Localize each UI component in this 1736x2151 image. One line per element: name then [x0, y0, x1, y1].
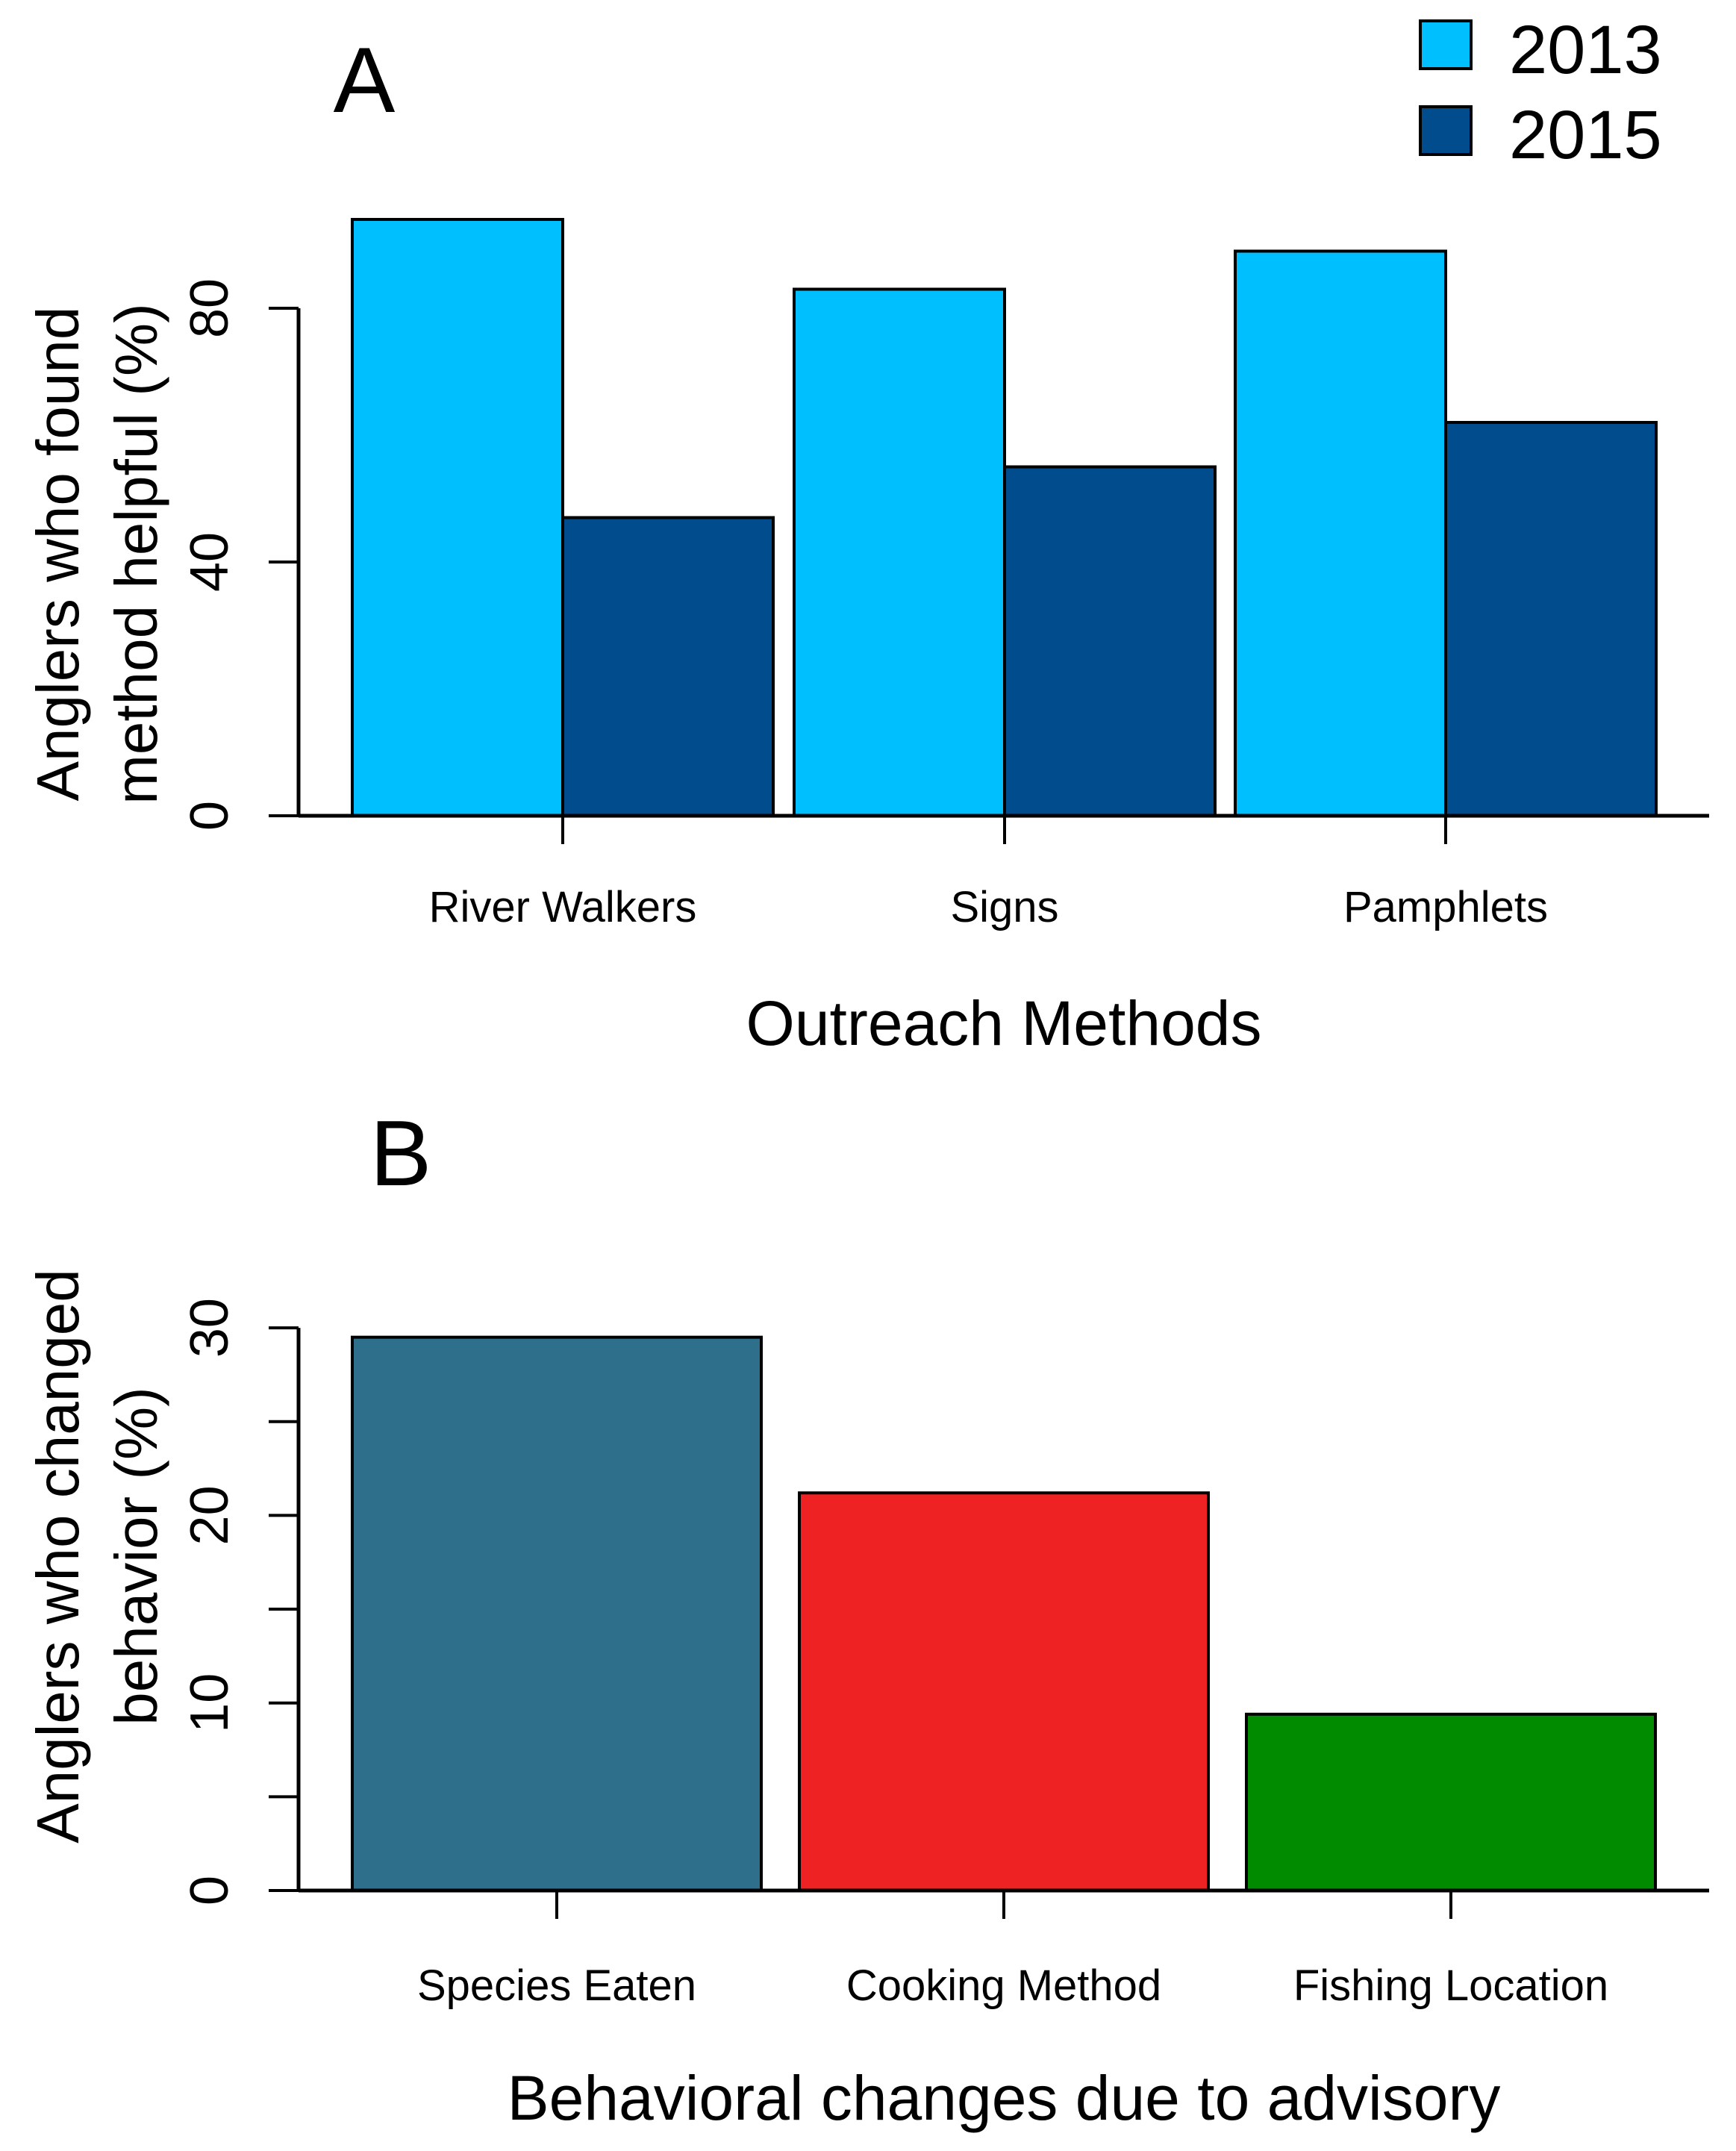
y-axis-label-a-line1: Anglers who found: [25, 307, 91, 802]
y-axis-label-b-line1: Anglers who changed: [25, 1269, 91, 1843]
bar-cooking-method: [798, 1491, 1210, 1892]
x-tick-label-pamphlets: Pamphlets: [1343, 883, 1548, 931]
y-axis-label-a: Anglers who found method helpful (%): [25, 303, 169, 804]
x-tick-label-species-eaten: Species Eaten: [417, 1961, 696, 2010]
y-tick-label-80: 80: [180, 278, 240, 338]
y-tick-label-20: 20: [180, 1485, 240, 1545]
bar-river-walkers-2015: [561, 516, 775, 817]
x-tick-label-river-walkers: River Walkers: [429, 883, 697, 931]
panel-b: B Species Eaten Cooking Method Fishing Loc…: [25, 1102, 1709, 2133]
bar-species-eaten: [351, 1335, 763, 1893]
legend-label-2013: 2013: [1509, 12, 1662, 88]
x-tick-label-fishing-location: Fishing Location: [1293, 1961, 1608, 2010]
panel-b-letter: B: [370, 1102, 432, 1205]
bar-pamphlets-2013: [1234, 249, 1447, 817]
y-ticks-b: 0 10 20 30: [180, 1298, 301, 1905]
y-axis-label-a-line2: method helpful (%): [103, 303, 169, 804]
y-tick-label-30: 30: [180, 1298, 240, 1358]
panel-a: A 2013 2015 River Walkers Signs Pamphlets …: [25, 12, 1709, 1058]
x-axis-label-a: Outreach Methods: [746, 988, 1261, 1058]
panel-a-letter: A: [334, 29, 396, 132]
bar-pamphlets-2015: [1444, 421, 1658, 817]
legend-swatch-2013: [1419, 19, 1473, 70]
y-tick-label-10: 10: [180, 1673, 240, 1733]
y-axis-label-b: Anglers who changed behavior (%): [25, 1269, 169, 1843]
x-tick-label-signs: Signs: [950, 883, 1058, 931]
x-ticks-b: Species Eaten Cooking Method Fishing Locat…: [417, 1891, 1608, 2010]
y-tick-label-0: 0: [180, 1876, 240, 1905]
x-ticks-a: River Walkers Signs Pamphlets: [429, 816, 1548, 931]
legend-label-2015: 2015: [1509, 97, 1662, 173]
bar-fishing-location: [1245, 1712, 1657, 1893]
legend: 2013 2015: [1419, 12, 1662, 173]
bar-signs-2013: [793, 287, 1006, 817]
y-ticks-a: 0 40 80: [180, 278, 301, 831]
y-axis-label-b-line2: behavior (%): [103, 1387, 169, 1726]
y-tick-label-40: 40: [180, 532, 240, 592]
x-axis-label-b: Behavioral changes due to advisory: [508, 2063, 1501, 2133]
legend-swatch-2015: [1419, 105, 1473, 156]
bar-river-walkers-2013: [351, 218, 564, 817]
bar-signs-2015: [1003, 465, 1217, 817]
bars-a: [351, 218, 1658, 817]
y-tick-label-0: 0: [180, 801, 240, 831]
x-tick-label-cooking-method: Cooking Method: [846, 1961, 1161, 2010]
bars-b: [351, 1335, 1657, 1893]
